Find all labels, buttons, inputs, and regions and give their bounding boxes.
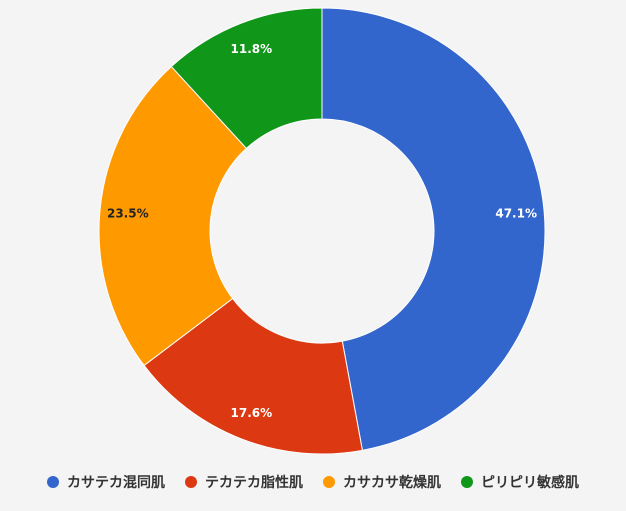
legend-swatch-0 bbox=[47, 476, 59, 488]
slice-label-3: 11.8% bbox=[231, 42, 273, 56]
slice-label-0: 47.1% bbox=[495, 206, 537, 220]
legend-label-3: ピリピリ敏感肌 bbox=[481, 475, 579, 491]
legend-label-1: テカテカ脂性肌 bbox=[205, 475, 303, 491]
slice-3[interactable] bbox=[170, 7, 323, 150]
slice-label-1: 17.6% bbox=[231, 406, 273, 420]
legend: カサテカ混同肌 テカテカ脂性肌 カサカサ乾燥肌 ピリピリ敏感肌 bbox=[0, 470, 626, 494]
legend-item-1[interactable]: テカテカ脂性肌 bbox=[185, 472, 303, 492]
legend-swatch-3 bbox=[461, 476, 473, 488]
slice-0[interactable] bbox=[321, 7, 546, 451]
legend-label-0: カサテカ混同肌 bbox=[67, 475, 165, 491]
legend-item-0[interactable]: カサテカ混同肌 bbox=[47, 472, 165, 492]
donut-chart: 47.1% 17.6% 23.5% 11.8% bbox=[98, 7, 546, 455]
legend-swatch-2 bbox=[323, 476, 335, 488]
slice-label-2: 23.5% bbox=[107, 206, 149, 220]
legend-label-2: カサカサ乾燥肌 bbox=[343, 475, 441, 491]
slice-2[interactable] bbox=[98, 65, 248, 367]
legend-swatch-1 bbox=[185, 476, 197, 488]
slice-1[interactable] bbox=[143, 297, 363, 455]
legend-item-3[interactable]: ピリピリ敏感肌 bbox=[461, 472, 579, 492]
legend-item-2[interactable]: カサカサ乾燥肌 bbox=[323, 472, 441, 492]
